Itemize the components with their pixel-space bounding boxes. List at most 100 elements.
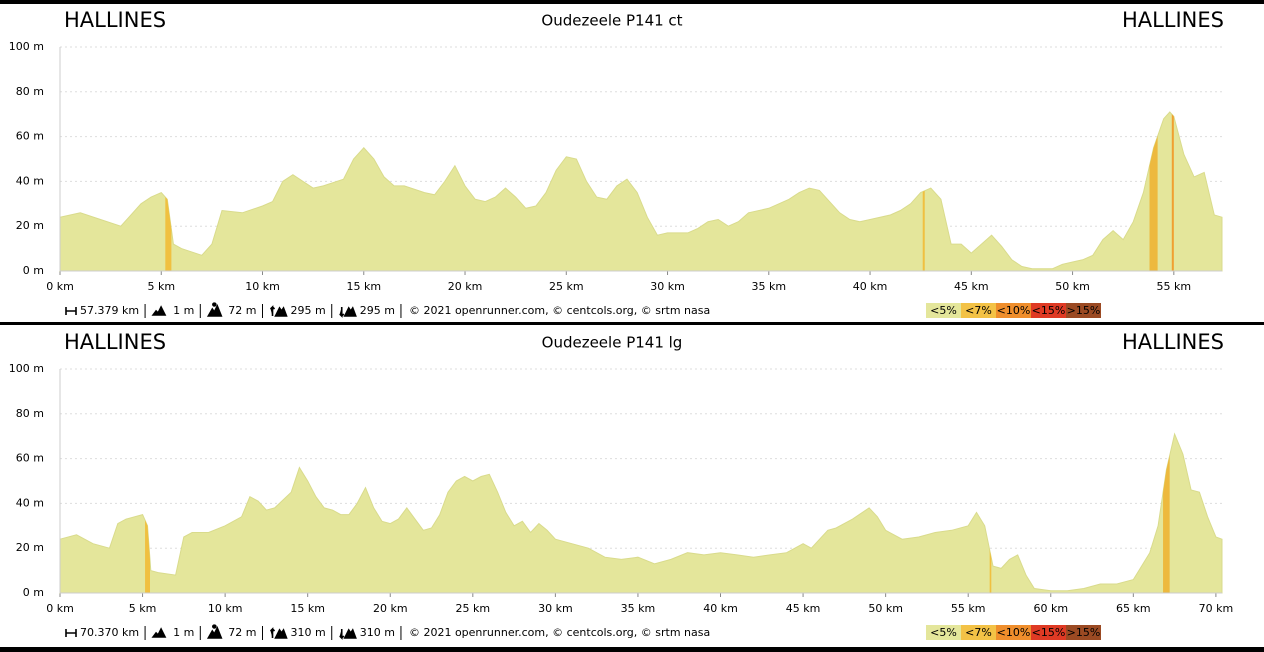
x-tick-label: 50 km [868, 602, 903, 615]
x-tick-label: 15 km [346, 280, 381, 293]
x-tick-label: 20 km [373, 602, 408, 615]
chart-title: Oudezeele P141 ct [541, 12, 682, 30]
y-tick-label: 80 m [16, 85, 44, 98]
stat-text: 1 m [173, 304, 194, 317]
legend-label: >15% [1067, 626, 1101, 639]
legend-swatch [926, 303, 961, 318]
legend-label: <10% [997, 304, 1031, 317]
grade-highlight [165, 112, 172, 271]
stat-icon [151, 627, 167, 638]
start-label: HALLINES [64, 330, 166, 354]
stat-icon [269, 627, 288, 639]
legend-swatch [1066, 303, 1101, 318]
x-tick-label: 70 km [1199, 602, 1234, 615]
x-tick-label: 55 km [1157, 280, 1192, 293]
x-tick-label: 55 km [951, 602, 986, 615]
y-tick-label: 20 m [16, 219, 44, 232]
legend-label: <10% [997, 626, 1031, 639]
elevation-area [59, 432, 1223, 594]
legend-swatch [996, 625, 1031, 640]
x-tick-label: 0 km [46, 280, 74, 293]
end-label: HALLINES [1122, 330, 1224, 354]
top-bar [0, 0, 1264, 4]
stat-text: 310 m [291, 626, 326, 639]
stat-icon [339, 628, 357, 640]
stat-text: 310 m [360, 626, 395, 639]
x-tick-label: 35 km [621, 602, 656, 615]
x-tick-label: 60 km [1033, 602, 1068, 615]
y-tick-label: 0 m [23, 586, 44, 599]
x-tick-label: 10 km [208, 602, 243, 615]
legend-swatch [1031, 625, 1066, 640]
stat-text: 72 m [228, 304, 256, 317]
legend-label: <7% [965, 304, 992, 317]
x-tick-label: 40 km [703, 602, 738, 615]
y-tick-label: 20 m [16, 541, 44, 554]
grade-highlight [1171, 112, 1174, 271]
stat-icon [206, 302, 223, 317]
legend-label: <5% [930, 304, 957, 317]
x-tick-label: 30 km [650, 280, 685, 293]
legend-swatch [1066, 625, 1101, 640]
legend-swatch [996, 303, 1031, 318]
stat-text: 72 m [228, 626, 256, 639]
y-tick-label: 100 m [9, 362, 44, 375]
legend-swatch [1031, 303, 1066, 318]
stat-text: © 2021 openrunner.com, © centcols.org, ©… [409, 626, 710, 639]
stat-icon [151, 305, 167, 316]
legend-label: <5% [930, 626, 957, 639]
legend-swatch [961, 303, 996, 318]
grade-highlight [989, 434, 992, 593]
stat-text: 295 m [291, 304, 326, 317]
legend-label: <7% [965, 626, 992, 639]
stat-icon [339, 306, 357, 318]
x-tick-label: 65 km [1116, 602, 1151, 615]
elevation-area [59, 111, 1223, 272]
x-tick-label: 30 km [538, 602, 573, 615]
x-tick-label: 50 km [1055, 280, 1090, 293]
x-tick-label: 25 km [456, 602, 491, 615]
legend-label: >15% [1067, 304, 1101, 317]
x-tick-label: 35 km [751, 280, 786, 293]
legend-swatch [961, 625, 996, 640]
x-tick-label: 15 km [290, 602, 325, 615]
x-tick-label: 45 km [786, 602, 821, 615]
grade-highlight [145, 434, 150, 593]
start-label: HALLINES [64, 8, 166, 32]
x-tick-label: 10 km [245, 280, 280, 293]
y-tick-label: 60 m [16, 452, 44, 465]
y-tick-label: 100 m [9, 40, 44, 53]
bottom-bar [0, 647, 1264, 652]
stat-text: 1 m [173, 626, 194, 639]
stat-icon [65, 629, 77, 637]
x-tick-label: 5 km [129, 602, 157, 615]
x-tick-label: 40 km [853, 280, 888, 293]
x-tick-label: 5 km [147, 280, 175, 293]
y-tick-label: 80 m [16, 407, 44, 420]
stat-text: 57.379 km [80, 304, 139, 317]
x-tick-label: 0 km [46, 602, 74, 615]
legend-label: <15% [1032, 304, 1066, 317]
stat-text: 70.370 km [80, 626, 139, 639]
y-tick-label: 40 m [16, 174, 44, 187]
y-tick-label: 0 m [23, 264, 44, 277]
stat-text: 295 m [360, 304, 395, 317]
stat-icon [65, 307, 77, 315]
legend-label: <15% [1032, 626, 1066, 639]
grade-highlight [1163, 434, 1170, 593]
y-tick-label: 40 m [16, 496, 44, 509]
end-label: HALLINES [1122, 8, 1224, 32]
stat-text: © 2021 openrunner.com, © centcols.org, ©… [409, 304, 710, 317]
grade-highlight [1149, 112, 1158, 271]
chart-title: Oudezeele P141 lg [542, 334, 683, 352]
divider [0, 322, 1264, 325]
x-tick-label: 25 km [549, 280, 584, 293]
y-tick-label: 60 m [16, 130, 44, 143]
x-tick-label: 45 km [954, 280, 989, 293]
grade-highlight [922, 112, 925, 271]
stat-icon [269, 305, 288, 317]
legend-swatch [926, 625, 961, 640]
stat-icon [206, 624, 223, 639]
x-tick-label: 20 km [448, 280, 483, 293]
